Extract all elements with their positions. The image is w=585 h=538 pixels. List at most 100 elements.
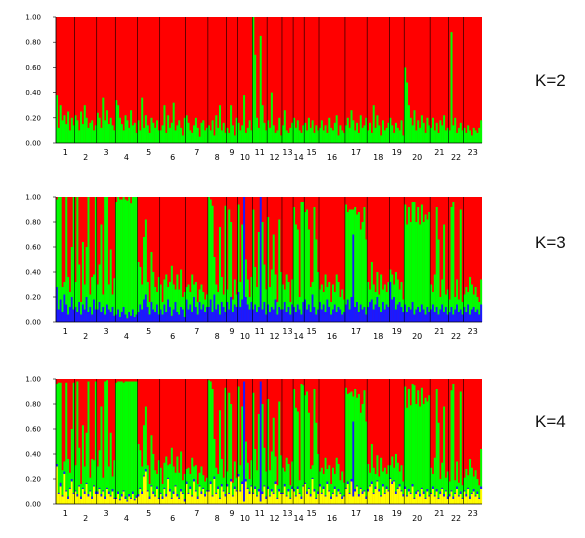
bar-segment-blue: [480, 304, 483, 322]
bar-segment-green: [444, 130, 447, 143]
bar-segment-blue: [452, 496, 455, 499]
bar-segment-green: [444, 294, 447, 307]
bar-segment-green: [135, 197, 138, 315]
bar-segment-green: [167, 465, 170, 478]
bar-segment-green: [328, 117, 331, 143]
bar-segment-green: [250, 460, 253, 486]
bar-segment-green: [341, 289, 344, 315]
population-label: 22: [451, 332, 461, 341]
bar-segment-blue: [154, 312, 157, 322]
bar-segment-yellow: [244, 481, 247, 504]
bar-segment-green: [354, 389, 357, 489]
bar-segment-yellow: [154, 496, 157, 504]
bar-segment-blue: [428, 312, 431, 322]
bar-segment-yellow: [389, 479, 392, 504]
bar-segment-green: [420, 387, 423, 488]
bar-segment-green: [102, 294, 105, 307]
bar-segment-blue: [156, 304, 159, 322]
bar-segment-blue: [274, 481, 277, 484]
population-label: 3: [103, 148, 108, 157]
bar-segment-blue: [109, 495, 112, 497]
bar-segment-green: [343, 482, 346, 496]
bar-segment-blue: [280, 309, 283, 322]
bar-segment-blue: [465, 312, 468, 322]
bar-segment-yellow: [174, 486, 177, 504]
bar-segment-blue: [200, 491, 203, 494]
bar-segment-blue: [256, 495, 259, 497]
bar-segment-blue: [461, 314, 464, 322]
bar-segment-blue: [426, 489, 429, 492]
y-tick-label: 1.00: [25, 14, 41, 22]
bar-segment-blue: [422, 309, 425, 322]
bar-segment-green: [326, 132, 329, 143]
bar-segment-yellow: [157, 499, 160, 504]
bar-segment-yellow: [222, 491, 225, 504]
bar-segment-blue: [402, 312, 405, 322]
bar-segment-green: [65, 124, 68, 143]
bar-segment-yellow: [341, 499, 344, 504]
bar-segment-blue: [424, 497, 427, 499]
bar-segment-green: [393, 284, 396, 297]
bar-segment-yellow: [437, 499, 440, 504]
bar-segment-green: [70, 429, 73, 479]
bar-segment-blue: [250, 485, 253, 487]
bar-segment-green: [144, 406, 147, 469]
bar-segment-blue: [383, 492, 386, 494]
bar-segment-yellow: [237, 476, 240, 504]
bar-segment-blue: [139, 304, 142, 322]
bar-segment-blue: [235, 490, 238, 492]
y-tick-label: 0.60: [25, 64, 41, 72]
population-label: 5: [146, 148, 151, 157]
bar-segment-green: [328, 465, 331, 491]
bar-segment-green: [130, 110, 133, 143]
bar-segment-green: [157, 460, 160, 498]
bar-segment-yellow: [200, 494, 203, 504]
population-label: 11: [255, 148, 265, 157]
bar-segment-green: [161, 302, 164, 315]
bar-segment-blue: [141, 491, 144, 494]
bar-segment-green: [113, 278, 116, 316]
bar-segment-green: [459, 209, 462, 310]
population-label: 21: [434, 509, 444, 518]
bar-segment-blue: [170, 497, 173, 499]
bar-segment-blue: [193, 479, 196, 482]
bar-segment-green: [372, 284, 375, 310]
bar-segment-green: [217, 292, 220, 305]
bar-segment-green: [93, 130, 96, 143]
population-label: 20: [412, 153, 422, 162]
bar-segment-green: [63, 461, 66, 472]
bar-segment-yellow: [272, 494, 275, 504]
bar-segment-green: [168, 127, 171, 143]
bar-segment-yellow: [370, 484, 373, 504]
bar-segment-green: [437, 132, 440, 143]
bar-segment-green: [165, 274, 168, 312]
bar-segment-green: [381, 471, 384, 484]
population-label: 21: [434, 327, 444, 336]
bar-segment-blue: [94, 491, 97, 494]
bar-segment-green: [454, 480, 457, 493]
bar-segment-green: [470, 135, 473, 143]
bar-segment-green: [68, 472, 71, 488]
bar-segment-blue: [172, 491, 175, 494]
bar-segment-green: [76, 381, 79, 494]
bar-segment-green: [270, 92, 273, 143]
bar-segment-green: [331, 284, 334, 310]
bar-segment-green: [420, 115, 423, 143]
bar-segment-green: [150, 435, 153, 486]
bar-segment-green: [320, 467, 323, 493]
bar-segment-yellow: [163, 489, 166, 504]
bar-segment-green: [109, 249, 112, 312]
bar-segment-blue: [311, 477, 314, 479]
bar-segment-green: [474, 470, 477, 496]
bar-segment-yellow: [315, 499, 318, 504]
bar-segment-blue: [407, 307, 410, 322]
bar-segment-green: [63, 282, 66, 295]
bar-segment-blue: [350, 297, 353, 322]
bar-segment-green: [109, 432, 112, 496]
bar-segment-green: [402, 135, 405, 143]
bar-segment-blue: [144, 294, 147, 322]
bar-segment-green: [361, 404, 364, 492]
bar-segment-green: [170, 265, 173, 316]
bar-segment-green: [435, 122, 438, 143]
bar-segment-blue: [74, 307, 77, 322]
